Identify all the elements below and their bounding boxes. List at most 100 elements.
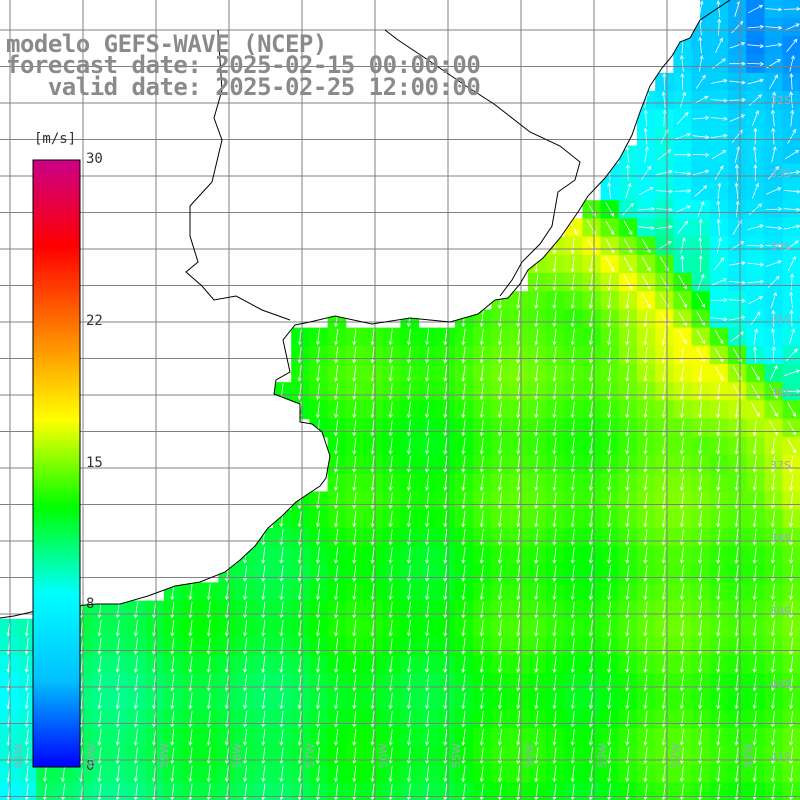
wind-arrow: [497, 310, 502, 328]
wind-arrow: [479, 456, 484, 473]
wind-arrow: [370, 365, 375, 382]
wind-arrow: [534, 383, 539, 401]
wind-arrow: [623, 256, 633, 272]
wind-arrow: [698, 437, 703, 455]
wind-arrow: [694, 185, 708, 197]
wind-arrow: [752, 583, 757, 601]
title-line-2: forecast date: 2025-02-15 00:00:00: [6, 51, 481, 79]
wind-arrow: [552, 656, 557, 674]
wind-arrow: [497, 528, 502, 546]
wind-arrow: [674, 188, 692, 193]
wind-cell: [764, 72, 784, 92]
wind-arrow: [188, 601, 193, 619]
wind-arrow: [716, 0, 721, 18]
wind-arrow: [443, 383, 448, 401]
wind-cell: [728, 18, 747, 37]
wind-arrow: [334, 565, 339, 583]
wind-arrow: [261, 729, 266, 746]
wind-arrow: [729, 298, 746, 303]
wind-arrow: [752, 510, 757, 528]
wind-arrow: [716, 674, 721, 692]
wind-arrow: [643, 127, 648, 145]
wind-arrow: [747, 44, 765, 49]
wind-arrow: [789, 729, 794, 746]
wind-arrow: [678, 311, 687, 327]
wind-arrow: [406, 456, 411, 473]
wind-arrow: [679, 710, 684, 728]
wind-arrow: [717, 182, 722, 200]
wind-arrow: [674, 132, 691, 140]
wind-arrow: [352, 456, 357, 473]
wind-arrow: [588, 601, 593, 619]
wind-arrow: [352, 547, 357, 564]
wind-arrow: [425, 583, 430, 601]
wind-arrow: [643, 729, 648, 746]
wind-arrow: [734, 583, 739, 601]
wind-arrow: [789, 638, 794, 655]
wind-arrow: [607, 674, 612, 692]
longitude-label: 56W: [377, 743, 390, 768]
wind-arrow: [370, 656, 375, 674]
wind-arrow: [570, 292, 575, 310]
wind-arrow: [770, 710, 775, 728]
wind-arrow: [729, 80, 746, 85]
wind-arrow: [716, 656, 721, 674]
land-area: [0, 0, 700, 618]
wind-arrow: [97, 638, 102, 655]
wind-arrow: [729, 97, 746, 102]
wind-arrow: [770, 437, 775, 455]
wind-arrow: [534, 710, 539, 728]
wind-arrow: [224, 674, 229, 692]
land-mask: [0, 0, 700, 618]
wind-arrow: [570, 310, 575, 328]
wind-arrow: [425, 619, 430, 637]
wind-arrow: [479, 565, 484, 583]
wind-arrow: [643, 419, 648, 437]
wind-arrow: [787, 438, 797, 454]
wind-arrow: [644, 145, 649, 163]
wind-arrow: [388, 638, 393, 655]
wind-arrow: [752, 528, 757, 546]
wind-arrow: [698, 365, 703, 382]
wind-arrow: [133, 619, 138, 637]
wind-arrow: [516, 474, 521, 492]
wind-arrow: [588, 765, 593, 783]
wind-arrow: [570, 565, 575, 583]
wind-cell: [637, 182, 656, 201]
wind-arrow: [679, 419, 684, 437]
wind-arrow: [443, 401, 448, 419]
latitude-label: 40S: [770, 678, 791, 691]
wind-arrow: [479, 492, 484, 510]
wind-arrow: [729, 280, 746, 285]
wind-arrow: [716, 638, 721, 655]
wind-arrow: [714, 329, 724, 345]
wind-arrow: [734, 474, 739, 492]
wind-arrow: [315, 674, 320, 692]
wind-arrow: [443, 692, 448, 710]
wind-arrow: [261, 692, 266, 710]
title-line-1: modelo GEFS-WAVE (NCEP): [6, 30, 327, 58]
wind-arrow: [588, 729, 593, 746]
wind-arrow: [752, 437, 757, 455]
wind-cell: [709, 254, 729, 274]
wind-arrow: [388, 710, 393, 728]
wind-arrow: [552, 274, 557, 291]
wind-arrow: [406, 710, 411, 728]
wind-arrow: [716, 547, 721, 564]
wind-arrow: [188, 656, 193, 674]
wind-arrow: [770, 656, 775, 674]
wind-arrow: [734, 747, 739, 765]
wind-arrow: [479, 765, 484, 783]
wind-arrow: [370, 401, 375, 419]
wind-arrow: [625, 492, 630, 510]
wind-arrow: [570, 601, 575, 619]
wind-arrow: [625, 346, 630, 364]
wind-arrow: [315, 747, 320, 765]
wind-arrow: [750, 384, 760, 399]
wind-arrow: [388, 674, 393, 692]
wind-arrow: [516, 528, 521, 546]
wind-arrow: [607, 729, 612, 746]
wind-arrow: [729, 61, 746, 66]
wind-arrow: [516, 510, 521, 528]
wind-arrow: [443, 456, 448, 473]
